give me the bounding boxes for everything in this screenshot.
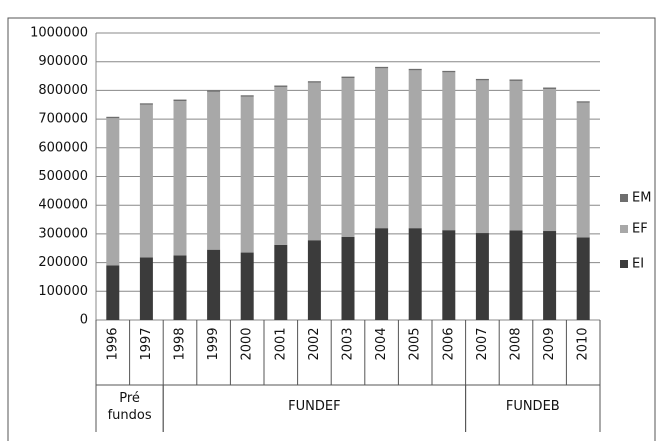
y-tick-label: 600000 <box>38 140 88 155</box>
bar-segment <box>106 116 120 119</box>
x-tick-label: 2000 <box>240 327 255 360</box>
x-tick-label: 1997 <box>139 327 154 360</box>
legend-swatch <box>620 225 628 233</box>
bar-segment <box>106 265 120 320</box>
x-tick-label: 2007 <box>475 327 490 360</box>
legend-swatch <box>620 260 628 268</box>
y-tick-label: 500000 <box>38 169 88 184</box>
bar-segment <box>139 104 153 258</box>
legend-label: EM <box>632 191 651 206</box>
y-tick-label: 300000 <box>38 226 88 241</box>
x-tick-label: 1998 <box>173 327 188 360</box>
bar-segment <box>139 103 153 105</box>
bar-segment <box>408 70 422 229</box>
bar-segment <box>274 85 288 87</box>
bar-segment <box>442 72 456 231</box>
bar-segment <box>207 90 221 92</box>
bar-segment <box>341 76 355 79</box>
bar-segment <box>240 95 254 97</box>
bar-segment <box>173 101 187 256</box>
bar-segment <box>341 236 355 320</box>
bar-segment <box>576 237 590 320</box>
group-label: FUNDEB <box>505 399 560 414</box>
bar-segment <box>173 99 187 102</box>
bar-segment <box>207 91 221 250</box>
y-tick-label: 900000 <box>38 54 88 69</box>
bar-segment <box>408 228 422 320</box>
bar-segment <box>375 66 389 69</box>
bar-segment <box>207 249 221 320</box>
y-tick-label: 1000000 <box>30 26 88 41</box>
x-tick-label: 2005 <box>408 327 423 360</box>
x-tick-label: 2003 <box>341 327 356 360</box>
bar-segment <box>543 88 557 232</box>
bar-segment <box>475 78 489 81</box>
y-tick-label: 700000 <box>38 112 88 127</box>
x-tick-label: 2010 <box>576 327 591 360</box>
legend-label: EI <box>632 257 644 272</box>
y-tick-label: 400000 <box>38 198 88 213</box>
bar-segment <box>240 252 254 320</box>
y-tick-label: 800000 <box>38 83 88 98</box>
bar-segment <box>509 80 523 231</box>
bar-segment <box>543 231 557 320</box>
x-tick-label: 1999 <box>206 327 221 360</box>
bar-segment <box>341 78 355 237</box>
bar-segment <box>307 82 321 241</box>
bar-segment <box>240 96 254 253</box>
bar-segment <box>543 87 557 89</box>
x-tick-label: 2009 <box>542 327 557 360</box>
x-tick-label: 2002 <box>307 327 322 360</box>
bar-segment <box>576 102 590 238</box>
bar-segment <box>307 81 321 83</box>
bar-segment <box>475 233 489 320</box>
bar-segment <box>408 68 422 71</box>
x-tick-label: 1996 <box>105 327 120 360</box>
bar-segment <box>274 244 288 320</box>
legend-label: EF <box>632 222 648 237</box>
x-tick-label: 2001 <box>273 327 288 360</box>
x-tick-label: 2008 <box>509 327 524 360</box>
bar-segment <box>509 230 523 320</box>
group-label: Pré fundos <box>107 390 152 423</box>
bar-segment <box>475 80 489 234</box>
bar-segment <box>139 257 153 320</box>
bar-segment <box>375 68 389 229</box>
group-label: FUNDEF <box>288 399 341 414</box>
bar-segment <box>307 240 321 320</box>
x-tick-label: 2006 <box>441 327 456 360</box>
y-tick-label: 100000 <box>38 284 88 299</box>
legend-swatch <box>620 194 628 202</box>
frame <box>7 17 656 441</box>
bar-segment <box>173 255 187 320</box>
bar-segment <box>375 228 389 320</box>
x-tick-label: 2004 <box>374 327 389 360</box>
bar-segment <box>576 101 590 103</box>
y-tick-label: 200000 <box>38 255 88 270</box>
y-tick-label: 0 <box>80 313 88 328</box>
bar-segment <box>442 230 456 320</box>
bar-segment <box>509 79 523 81</box>
bar-segment <box>274 86 288 245</box>
bar-segment <box>442 70 456 73</box>
bar-segment <box>106 118 120 266</box>
